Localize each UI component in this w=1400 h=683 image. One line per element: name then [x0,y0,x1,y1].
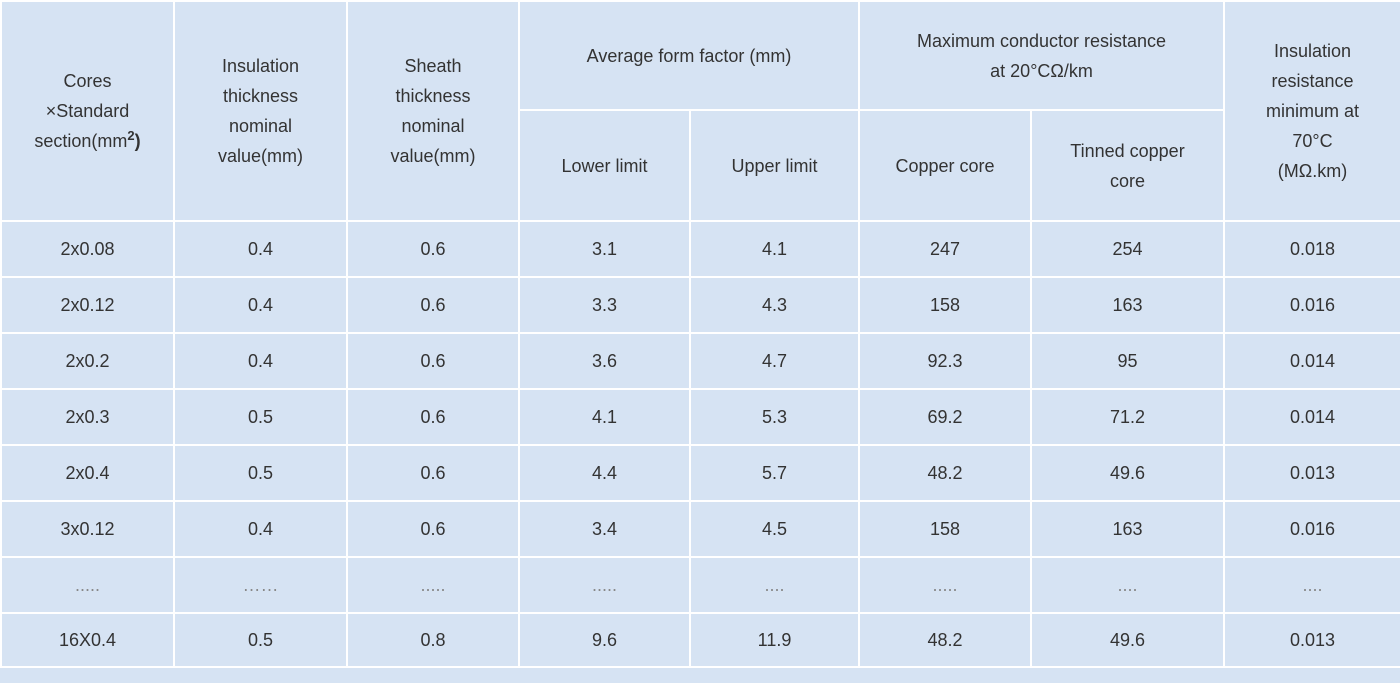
header-copper-core: Copper core [858,109,1032,222]
cell-sheath-thickness: 0.6 [346,500,520,558]
cell-insulation-thickness: 0.5 [173,388,348,446]
cell-insulation-thickness: 0.4 [173,500,348,558]
cell-copper-core: 48.2 [858,444,1032,502]
cell-cores-section: 2x0.3 [0,388,175,446]
cell-cores-section: 2x0.12 [0,276,175,334]
cell-upper-limit: 5.3 [689,388,860,446]
cell-copper-core: 158 [858,276,1032,334]
cell-sheath-thickness: 0.8 [346,612,520,668]
cell-tinned-copper-core: 95 [1030,332,1225,390]
cell-sheath-thickness: 0.6 [346,332,520,390]
cell-cores-section: ..... [0,556,175,614]
cell-tinned-copper-core: .... [1030,556,1225,614]
cell-copper-core: 158 [858,500,1032,558]
cell-lower-limit: 9.6 [518,612,691,668]
header-cores-section: Cores ×Standard section(mm2) [0,0,175,222]
cell-insulation-resistance: 0.013 [1223,612,1400,668]
cell-lower-limit: 3.1 [518,220,691,278]
cell-insulation-resistance: 0.014 [1223,388,1400,446]
header-avg-form-factor: Average form factor (mm) [518,0,860,111]
table-row: 2x0.12 0.4 0.6 3.3 4.3 158 163 0.016 [0,276,1400,334]
cell-tinned-copper-core: 71.2 [1030,388,1225,446]
cell-cores-section: 2x0.4 [0,444,175,502]
cell-sheath-thickness: ..... [346,556,520,614]
table-row-ellipsis: ..... …… ..... ..... .... ..... .... ...… [0,556,1400,614]
cell-upper-limit: 4.5 [689,500,860,558]
table-row: 2x0.3 0.5 0.6 4.1 5.3 69.2 71.2 0.014 [0,388,1400,446]
cell-insulation-thickness: 0.5 [173,444,348,502]
cell-upper-limit: 4.1 [689,220,860,278]
cell-insulation-thickness: 0.4 [173,276,348,334]
cell-insulation-resistance: 0.016 [1223,500,1400,558]
cell-insulation-resistance: 0.014 [1223,332,1400,390]
cell-insulation-resistance: 0.013 [1223,444,1400,502]
cell-cores-section: 2x0.2 [0,332,175,390]
cell-copper-core: 69.2 [858,388,1032,446]
cell-upper-limit: .... [689,556,860,614]
cell-lower-limit: 4.1 [518,388,691,446]
table-row: 2x0.08 0.4 0.6 3.1 4.1 247 254 0.018 [0,220,1400,278]
cable-spec-table: Cores ×Standard section(mm2) Insulation … [0,0,1400,668]
cell-tinned-copper-core: 163 [1030,500,1225,558]
cell-tinned-copper-core: 163 [1030,276,1225,334]
cell-upper-limit: 4.7 [689,332,860,390]
cell-insulation-resistance: 0.016 [1223,276,1400,334]
cell-tinned-copper-core: 49.6 [1030,444,1225,502]
cell-sheath-thickness: 0.6 [346,276,520,334]
cell-insulation-thickness: 0.4 [173,220,348,278]
cell-lower-limit: ..... [518,556,691,614]
cell-sheath-thickness: 0.6 [346,220,520,278]
cell-lower-limit: 4.4 [518,444,691,502]
cell-insulation-thickness: …… [173,556,348,614]
cell-sheath-thickness: 0.6 [346,388,520,446]
cell-copper-core: 48.2 [858,612,1032,668]
cell-upper-limit: 5.7 [689,444,860,502]
header-lower-limit: Lower limit [518,109,691,222]
cell-insulation-resistance: 0.018 [1223,220,1400,278]
cell-upper-limit: 4.3 [689,276,860,334]
cell-lower-limit: 3.3 [518,276,691,334]
cell-cores-section: 2x0.08 [0,220,175,278]
header-tinned-copper-core: Tinned copper core [1030,109,1225,222]
header-upper-limit: Upper limit [689,109,860,222]
cell-upper-limit: 11.9 [689,612,860,668]
header-insulation-resistance: Insulation resistance minimum at 70°C (M… [1223,0,1400,222]
table-row: 3x0.12 0.4 0.6 3.4 4.5 158 163 0.016 [0,500,1400,558]
table-row: 2x0.4 0.5 0.6 4.4 5.7 48.2 49.6 0.013 [0,444,1400,502]
cell-cores-section: 3x0.12 [0,500,175,558]
cell-copper-core: 92.3 [858,332,1032,390]
cell-tinned-copper-core: 254 [1030,220,1225,278]
cell-insulation-thickness: 0.5 [173,612,348,668]
header-row-1: Cores ×Standard section(mm2) Insulation … [0,0,1400,222]
cell-lower-limit: 3.6 [518,332,691,390]
header-max-conductor-resistance: Maximum conductor resistance at 20°CΩ/km [858,0,1225,111]
table-row: 2x0.2 0.4 0.6 3.6 4.7 92.3 95 0.014 [0,332,1400,390]
header-sheath-thickness: Sheath thickness nominal value(mm) [346,0,520,222]
cell-tinned-copper-core: 49.6 [1030,612,1225,668]
header-row-2: Lower limit Upper limit Copper core Tinn… [1,109,1400,222]
cell-cores-section: 16X0.4 [0,612,175,668]
cell-copper-core: 247 [858,220,1032,278]
header-insulation-thickness: Insulation thickness nominal value(mm) [173,0,348,222]
cell-insulation-resistance: .... [1223,556,1400,614]
cell-lower-limit: 3.4 [518,500,691,558]
cell-copper-core: ..... [858,556,1032,614]
cell-insulation-thickness: 0.4 [173,332,348,390]
table-row: 16X0.4 0.5 0.8 9.6 11.9 48.2 49.6 0.013 [0,612,1400,668]
cell-sheath-thickness: 0.6 [346,444,520,502]
